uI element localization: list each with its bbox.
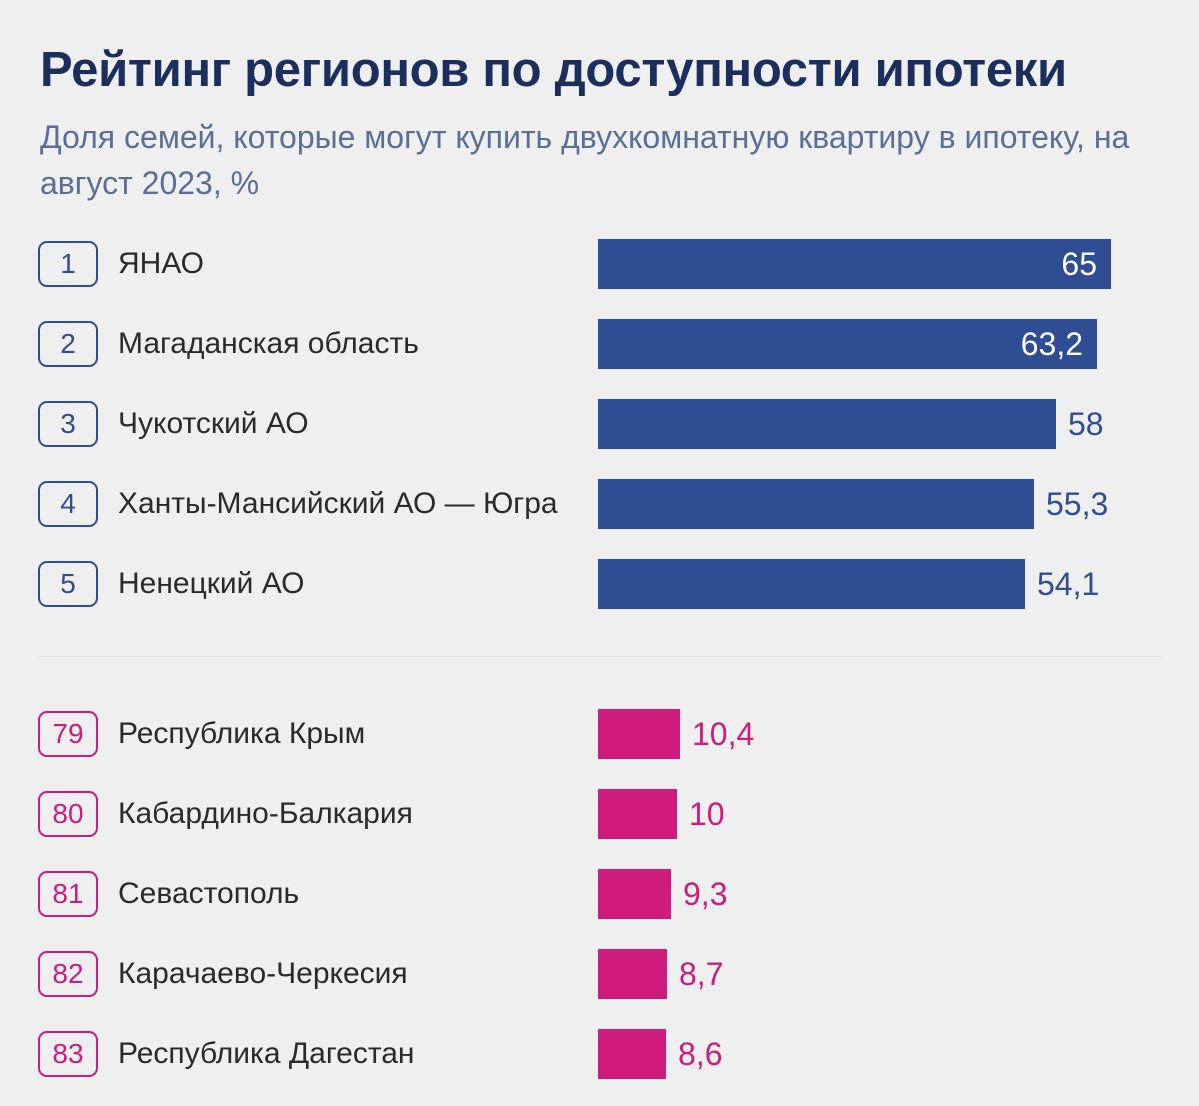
bar	[598, 949, 667, 999]
rank-badge: 80	[38, 791, 98, 837]
chart-title: Рейтинг регионов по доступности ипотеки	[40, 43, 1067, 97]
bar	[598, 319, 1097, 369]
bar	[598, 709, 680, 759]
rank-badge: 81	[38, 871, 98, 917]
region-label: Севастополь	[118, 877, 300, 910]
group-divider	[38, 656, 1162, 657]
bar-row: 82 Карачаево-Черкесия 8,7	[0, 949, 1199, 999]
value-label: 10,4	[692, 716, 755, 752]
region-label: Карачаево-Черкесия	[118, 957, 408, 990]
bar-row: 2 Магаданская область 63,2	[0, 319, 1199, 369]
value-label: 9,3	[683, 876, 728, 912]
bar-row: 83 Республика Дагестан 8,6	[0, 1029, 1199, 1079]
value-label: 63,2	[1020, 326, 1083, 362]
value-label: 65	[1061, 246, 1097, 282]
bar-row: 3 Чукотский АО 58	[0, 399, 1199, 449]
rank-badge: 79	[38, 711, 98, 757]
rank-badge: 83	[38, 1031, 98, 1077]
rank-badge: 4	[38, 481, 98, 527]
bar-row: 79 Республика Крым 10,4	[0, 709, 1199, 759]
region-label: Чукотский АО	[118, 407, 309, 440]
region-label: Магаданская область	[118, 327, 419, 360]
value-label: 8,7	[679, 956, 724, 992]
region-label: ЯНАО	[118, 247, 205, 280]
value-label: 54,1	[1037, 566, 1100, 602]
value-label: 58	[1068, 406, 1104, 442]
bar-row: 4 Ханты-Мансийский АО — Югра 55,3	[0, 479, 1199, 529]
rank-badge: 1	[38, 241, 98, 287]
rank-badge: 82	[38, 951, 98, 997]
bar	[598, 559, 1025, 609]
rank-badge: 3	[38, 401, 98, 447]
bar	[598, 479, 1034, 529]
chart-subtitle: Доля семей, которые могут купить двухком…	[40, 119, 1130, 201]
bar-row: 81 Севастополь 9,3	[0, 869, 1199, 919]
region-label: Ненецкий АО	[118, 567, 305, 600]
region-label: Республика Дагестан	[118, 1037, 415, 1070]
rank-badge: 2	[38, 321, 98, 367]
region-label: Ханты-Мансийский АО — Югра	[118, 487, 558, 520]
bar	[598, 789, 677, 839]
value-label: 10	[689, 796, 725, 832]
bar	[598, 869, 671, 919]
rank-badge: 5	[38, 561, 98, 607]
region-label: Республика Крым	[118, 717, 366, 750]
bar-row: 80 Кабардино-Балкария 10	[0, 789, 1199, 839]
bar	[598, 239, 1111, 289]
bar	[598, 1029, 666, 1079]
region-label: Кабардино-Балкария	[118, 797, 413, 830]
bar-row: 1 ЯНАО 65	[0, 239, 1199, 289]
bar	[598, 399, 1056, 449]
value-label: 8,6	[678, 1036, 723, 1072]
bar-row: 5 Ненецкий АО 54,1	[0, 559, 1199, 609]
value-label: 55,3	[1046, 486, 1109, 522]
